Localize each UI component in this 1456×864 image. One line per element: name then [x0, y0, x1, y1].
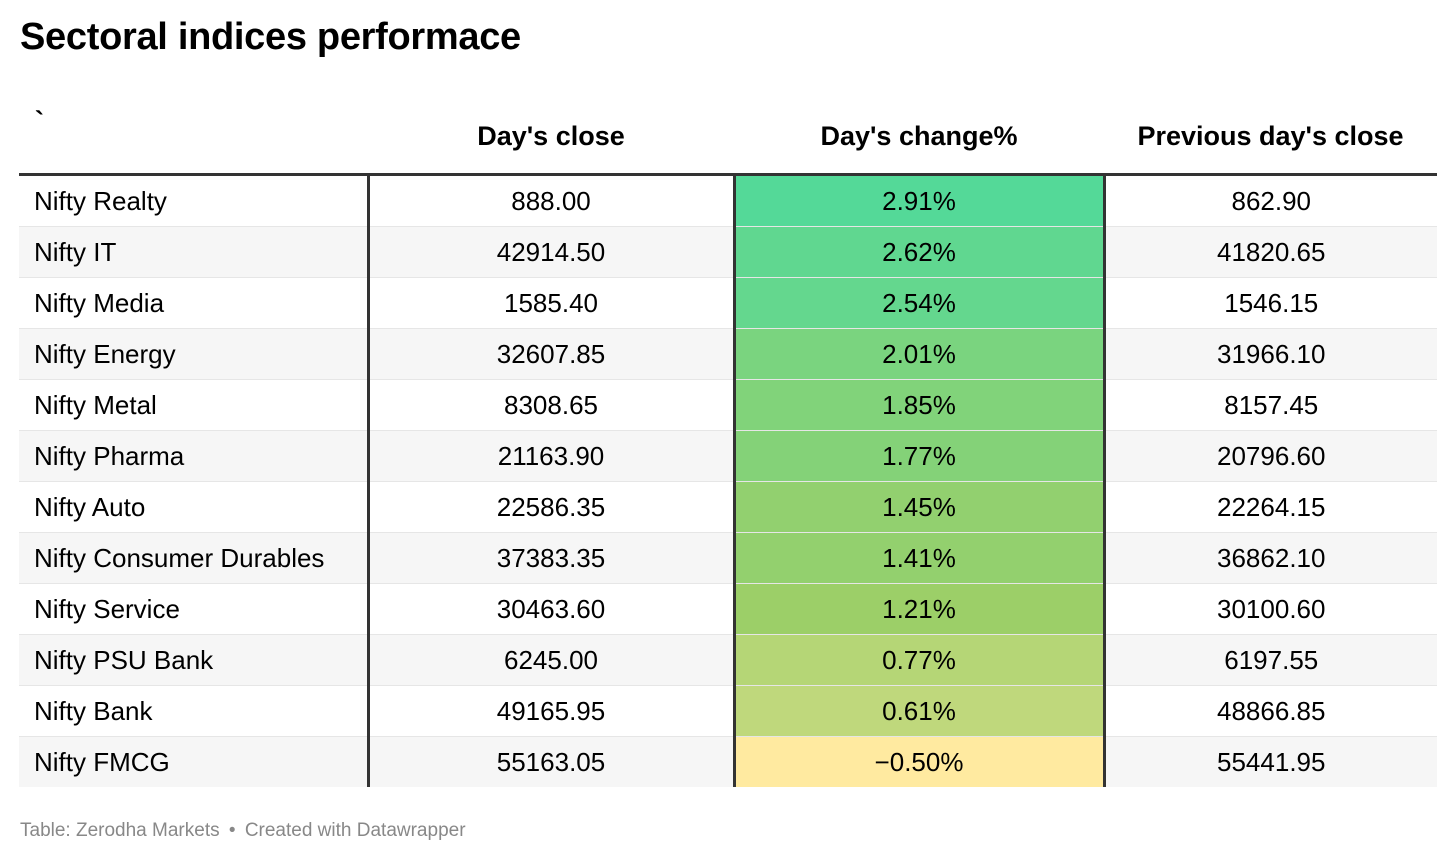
- header-index: `: [19, 100, 368, 176]
- index-name-cell: Nifty FMCG: [19, 736, 370, 787]
- index-name-cell: Nifty Metal: [19, 379, 370, 431]
- index-name-cell: Nifty PSU Bank: [19, 634, 370, 686]
- table-row: Nifty Energy 32607.85 2.01% 31966.10: [19, 328, 1437, 380]
- previous-close-cell: 22264.15: [1104, 481, 1437, 533]
- datawrapper-credit: Created with Datawrapper: [244, 820, 466, 841]
- days-close-cell: 1585.40: [368, 277, 736, 329]
- table-row: Nifty Auto 22586.35 1.45% 22264.15: [19, 481, 1437, 533]
- previous-close-cell: 862.90: [1104, 174, 1437, 227]
- index-name-cell: Nifty Service: [19, 583, 370, 635]
- days-change-cell: 2.54%: [734, 277, 1106, 329]
- table-row: Nifty IT 42914.50 2.62% 41820.65: [19, 226, 1437, 278]
- table-body: Nifty Realty 888.00 2.91% 862.90 Nifty IT 429…: [19, 174, 1437, 787]
- days-change-cell: 1.45%: [734, 481, 1106, 533]
- days-change-cell: 0.61%: [734, 685, 1106, 737]
- index-name-cell: Nifty Pharma: [19, 430, 370, 482]
- days-close-cell: 6245.00: [368, 634, 736, 686]
- table-row: Nifty Service 30463.60 1.21% 30100.60: [19, 583, 1437, 635]
- table-row: Nifty Realty 888.00 2.91% 862.90: [19, 174, 1437, 227]
- chart-title: Sectoral indices performace: [20, 16, 521, 58]
- previous-close-cell: 31966.10: [1104, 328, 1437, 380]
- days-change-cell: 1.21%: [734, 583, 1106, 635]
- table-row: Nifty Consumer Durables 37383.35 1.41% 3686…: [19, 532, 1437, 584]
- days-change-cell: 1.85%: [734, 379, 1106, 431]
- days-close-cell: 888.00: [368, 174, 736, 227]
- header-days-change: Day's change%: [734, 100, 1104, 176]
- previous-close-cell: 30100.60: [1104, 583, 1437, 635]
- table-header-row: ` Day's close Day's change% Previous day…: [19, 100, 1437, 176]
- previous-close-cell: 55441.95: [1104, 736, 1437, 787]
- header-days-close: Day's close: [368, 100, 734, 176]
- days-change-cell: 0.77%: [734, 634, 1106, 686]
- table-row: Nifty Metal 8308.65 1.85% 8157.45: [19, 379, 1437, 431]
- index-name-cell: Nifty Auto: [19, 481, 370, 533]
- days-change-cell: −0.50%: [734, 736, 1106, 787]
- previous-close-cell: 20796.60: [1104, 430, 1437, 482]
- index-name-cell: Nifty Energy: [19, 328, 370, 380]
- index-name-cell: Nifty Media: [19, 277, 370, 329]
- index-name-cell: Nifty Realty: [19, 174, 370, 227]
- previous-close-cell: 6197.55: [1104, 634, 1437, 686]
- days-close-cell: 32607.85: [368, 328, 736, 380]
- table-source: Table: Zerodha Markets • Created with Da…: [20, 820, 466, 842]
- table-row: Nifty FMCG 55163.05 −0.50% 55441.95: [19, 736, 1437, 787]
- table-row: Nifty Bank 49165.95 0.61% 48866.85: [19, 685, 1437, 737]
- sector-table: ` Day's close Day's change% Previous day…: [19, 100, 1437, 787]
- previous-close-cell: 8157.45: [1104, 379, 1437, 431]
- days-change-cell: 1.77%: [734, 430, 1106, 482]
- header-previous-close: Previous day's close: [1104, 100, 1437, 176]
- previous-close-cell: 48866.85: [1104, 685, 1437, 737]
- table-row: Nifty Pharma 21163.90 1.77% 20796.60: [19, 430, 1437, 482]
- previous-close-cell: 36862.10: [1104, 532, 1437, 584]
- source-separator: •: [228, 820, 236, 841]
- days-close-cell: 8308.65: [368, 379, 736, 431]
- index-name-cell: Nifty Consumer Durables: [19, 532, 370, 584]
- days-close-cell: 42914.50: [368, 226, 736, 278]
- days-change-cell: 1.41%: [734, 532, 1106, 584]
- table-row: Nifty PSU Bank 6245.00 0.77% 6197.55: [19, 634, 1437, 686]
- days-close-cell: 30463.60: [368, 583, 736, 635]
- days-change-cell: 2.01%: [734, 328, 1106, 380]
- days-change-cell: 2.62%: [734, 226, 1106, 278]
- days-close-cell: 37383.35: [368, 532, 736, 584]
- days-change-cell: 2.91%: [734, 174, 1106, 227]
- previous-close-cell: 41820.65: [1104, 226, 1437, 278]
- days-close-cell: 55163.05: [368, 736, 736, 787]
- days-close-cell: 49165.95: [368, 685, 736, 737]
- table-row: Nifty Media 1585.40 2.54% 1546.15: [19, 277, 1437, 329]
- previous-close-cell: 1546.15: [1104, 277, 1437, 329]
- days-close-cell: 22586.35: [368, 481, 736, 533]
- index-name-cell: Nifty IT: [19, 226, 370, 278]
- index-name-cell: Nifty Bank: [19, 685, 370, 737]
- sector-table-container: ` Day's close Day's change% Previous day…: [19, 100, 1437, 787]
- days-close-cell: 21163.90: [368, 430, 736, 482]
- source-label: Table: Zerodha Markets: [20, 820, 220, 841]
